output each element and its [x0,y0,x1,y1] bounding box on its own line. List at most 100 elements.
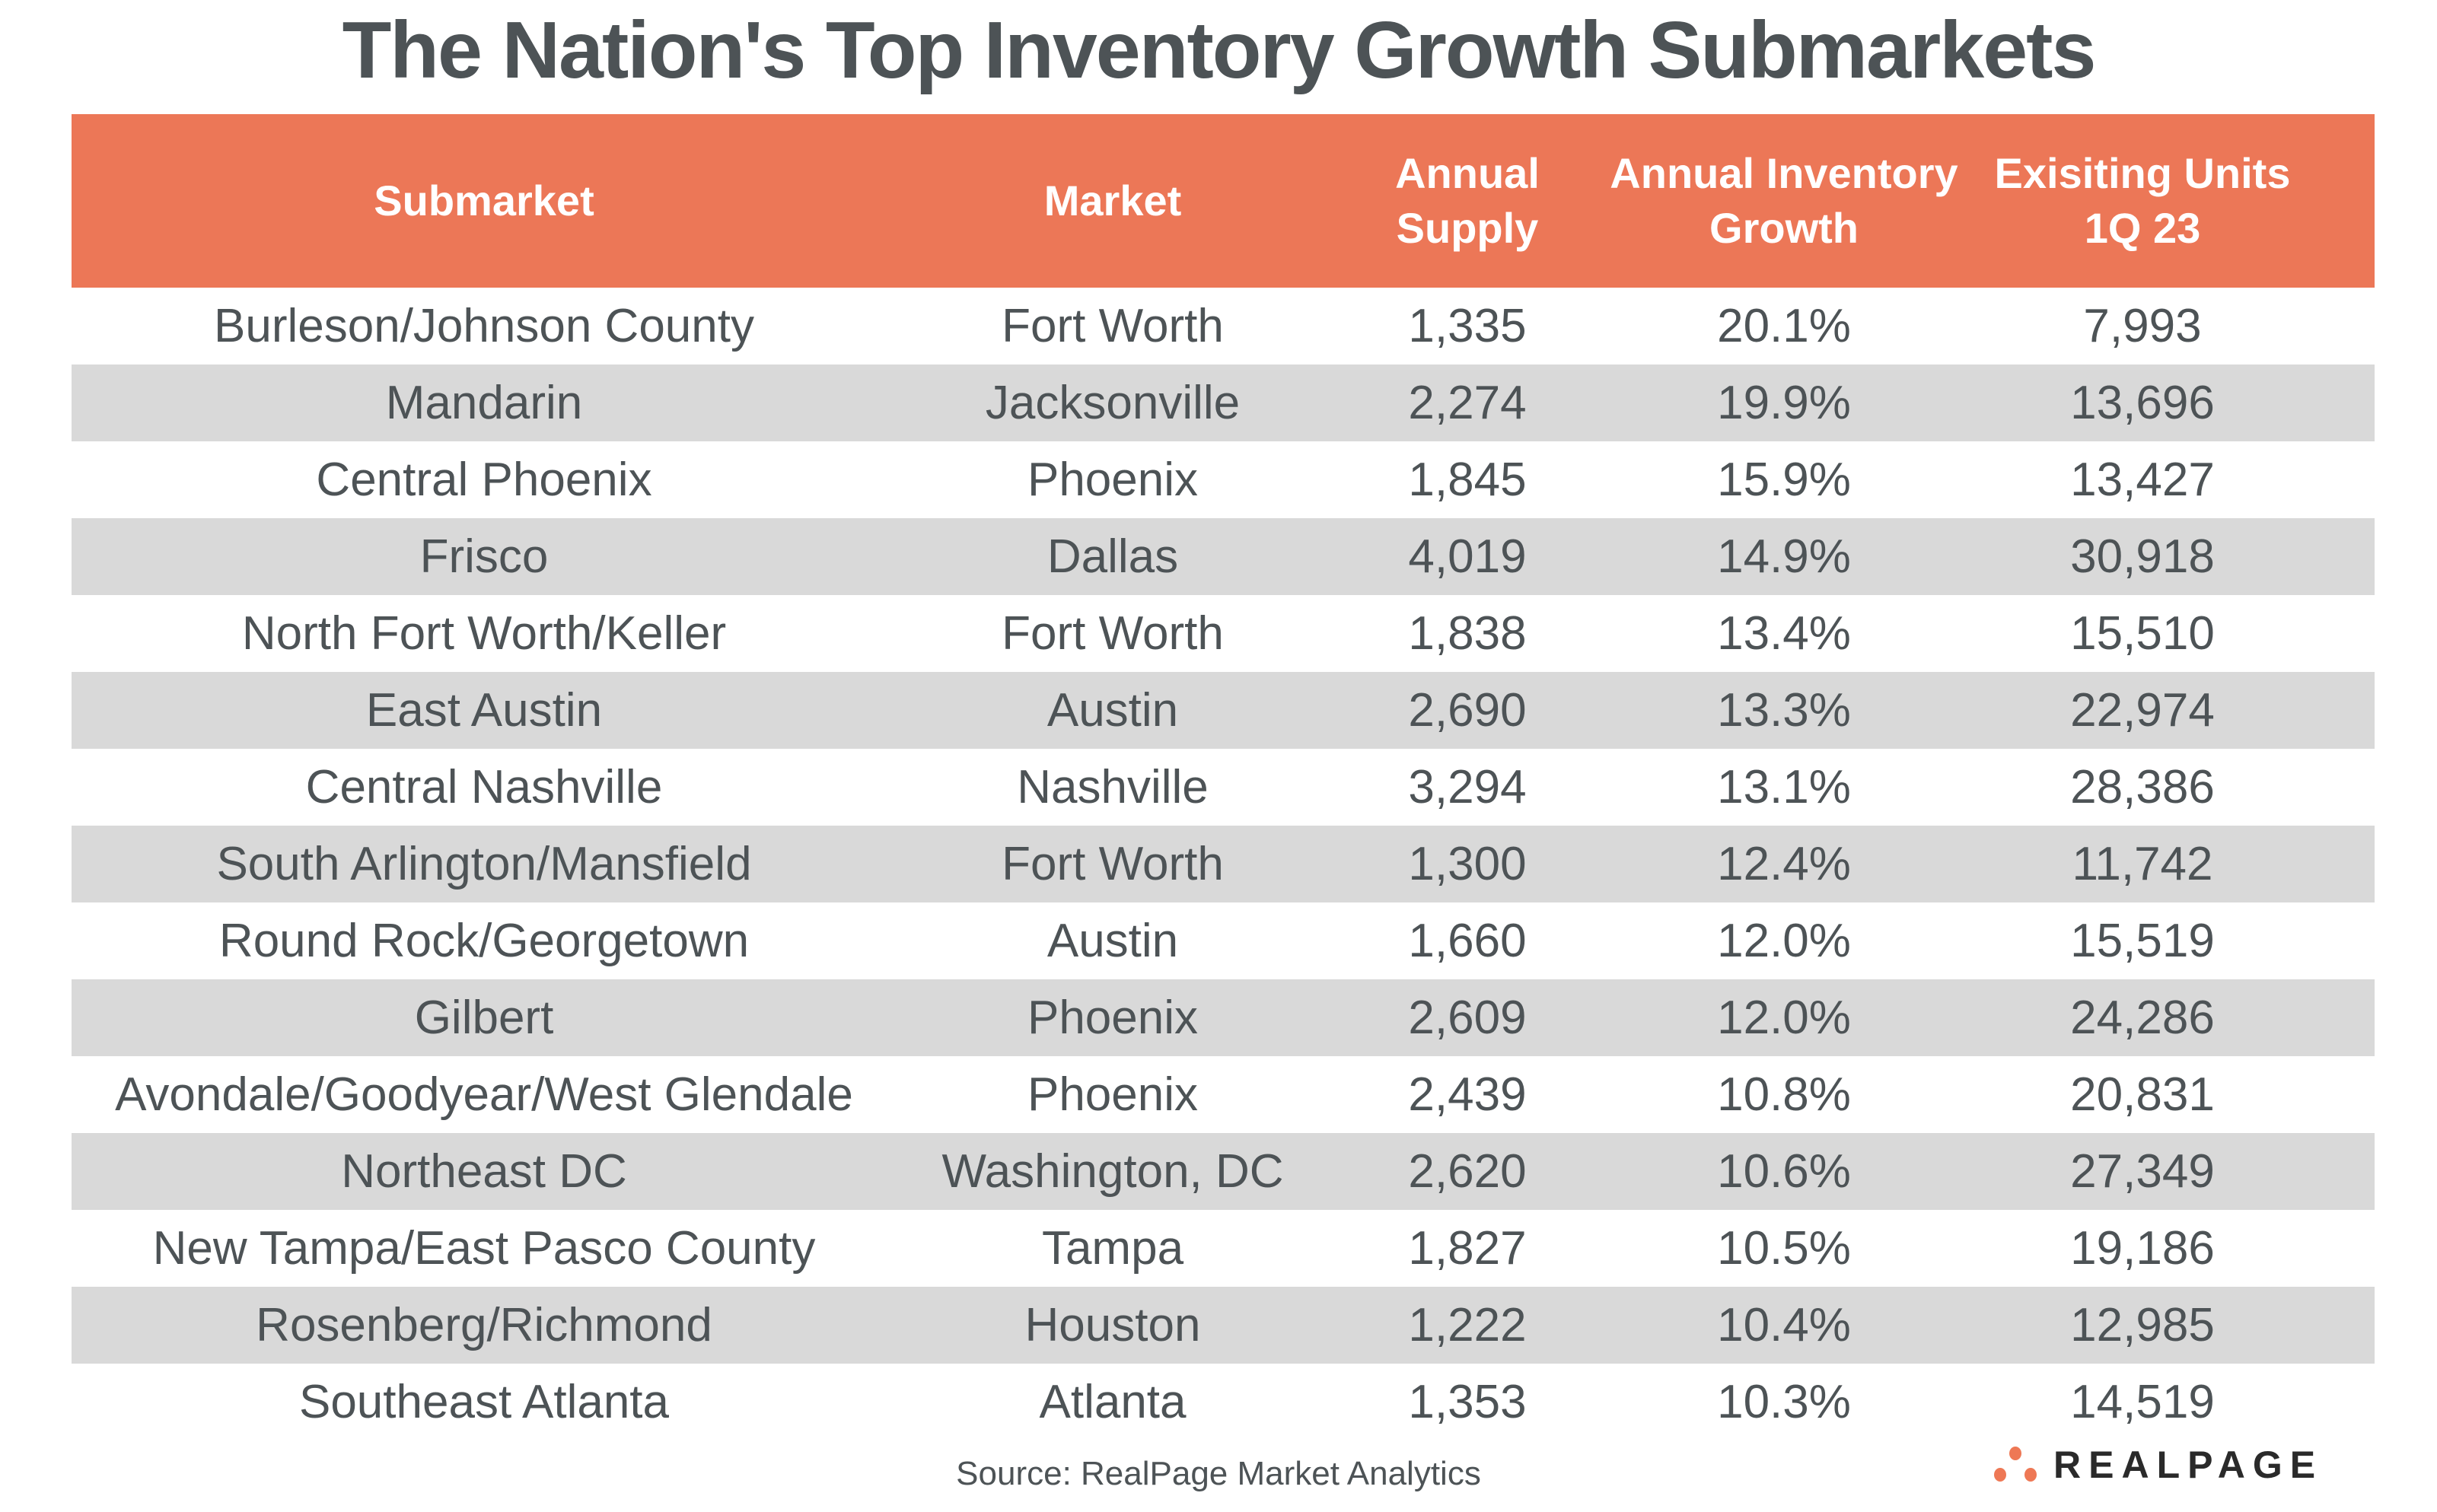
cell-annual-inventory-growth: 12.0% [1717,915,1851,967]
cell-existing-units: 24,286 [2070,992,2215,1044]
cell-submarket: Avondale/Goodyear/West Glendale [115,1068,853,1121]
cell-annual-supply: 2,690 [1408,684,1527,737]
cell-submarket: Southeast Atlanta [298,1376,670,1428]
cell-annual-supply: 1,838 [1408,607,1527,660]
cell-annual-supply: 2,609 [1408,992,1527,1044]
table-row: North Fort Worth/Keller Fort Worth 1,838 13… [72,595,2375,672]
cell-existing-units: 12,985 [2070,1299,2215,1351]
cell-annual-supply: 2,620 [1408,1145,1527,1198]
cell-market: Fort Worth [1002,838,1224,890]
cell-market: Jacksonville [985,377,1241,429]
header-existing-units: Exisiting Units 1Q 23 [1995,146,2291,256]
cell-existing-units: 20,831 [2070,1068,2215,1121]
cell-existing-units: 22,974 [2070,684,2215,737]
cell-annual-inventory-growth: 13.1% [1717,761,1851,813]
cell-annual-inventory-growth: 19.9% [1717,377,1851,429]
cell-market: Dallas [1046,530,1179,583]
cell-annual-supply: 1,353 [1408,1376,1527,1428]
cell-annual-inventory-growth: 10.5% [1717,1222,1851,1275]
submarket-table: Submarket Market Annual Supply Annual Invent… [72,114,2375,1440]
cell-annual-supply: 2,439 [1408,1068,1527,1121]
table-row: Frisco Dallas 4,019 14.9% 30,918 [72,518,2375,595]
cell-submarket: Central Phoenix [316,454,652,506]
cell-submarket: South Arlington/Mansfield [216,838,752,890]
header-line: Submarket [374,177,594,224]
cell-market: Austin [1046,915,1179,967]
cell-annual-supply: 3,294 [1408,761,1527,813]
header-market: Market [1044,173,1182,228]
table-row: South Arlington/Mansfield Fort Worth 1,300… [72,826,2375,902]
table-row: Burleson/Johnson County Fort Worth 1,335 20… [72,288,2375,364]
cell-annual-supply: 1,845 [1408,454,1527,506]
table-row: Southeast Atlanta Atlanta 1,353 10.3% 14,519 [72,1364,2375,1440]
table-body: Burleson/Johnson County Fort Worth 1,335 20… [72,288,2375,1440]
cell-submarket: Central Nashville [305,761,663,813]
logo-text: REALPAGE [2053,1444,2324,1486]
header-line: 1Q 23 [2084,204,2201,252]
header-line: Market [1043,177,1182,224]
cell-submarket: Rosenberg/Richmond [256,1299,712,1351]
header-line: Exisiting Units [1994,149,2291,197]
cell-annual-supply: 2,274 [1408,377,1527,429]
cell-existing-units: 19,186 [2070,1222,2215,1275]
table-header: Submarket Market Annual Supply Annual Invent… [72,114,2375,288]
cell-annual-inventory-growth: 10.6% [1717,1145,1851,1198]
realpage-logo: REALPAGE [1994,1442,2323,1488]
cell-annual-supply: 1,222 [1408,1299,1527,1351]
cell-submarket: Frisco [419,530,549,583]
cell-market: Austin [1046,684,1179,737]
cell-annual-inventory-growth: 12.0% [1717,992,1851,1044]
cell-annual-inventory-growth: 15.9% [1717,454,1851,506]
cell-existing-units: 15,519 [2070,915,2215,967]
cell-submarket: Burleson/Johnson County [213,300,755,352]
cell-existing-units: 28,386 [2070,761,2215,813]
cell-annual-inventory-growth: 10.8% [1717,1068,1851,1121]
cell-submarket: East Austin [365,684,603,737]
cell-existing-units: 14,519 [2070,1376,2215,1428]
cell-market: Houston [1024,1299,1201,1351]
source-note: Source: RealPage Market Analytics [956,1455,1481,1492]
cell-annual-supply: 1,660 [1408,915,1527,967]
cell-annual-supply: 4,019 [1408,530,1527,583]
cell-market: Atlanta [1039,1376,1187,1428]
header-line: Annual Inventory [1610,149,1958,197]
table-row: Avondale/Goodyear/West Glendale Phoenix 2,… [72,1056,2375,1133]
cell-market: Nashville [1017,761,1209,813]
table-row: Rosenberg/Richmond Houston 1,222 10.4% 12,98… [72,1287,2375,1364]
cell-annual-inventory-growth: 12.4% [1717,838,1851,890]
cell-submarket: Northeast DC [341,1145,627,1198]
header-line: Annual [1395,149,1540,197]
cell-annual-supply: 1,300 [1408,838,1527,890]
header-submarket: Submarket [374,173,594,228]
cell-annual-supply: 1,827 [1408,1222,1527,1275]
table-row: Mandarin Jacksonville 2,274 19.9% 13,696 [72,364,2375,441]
cell-existing-units: 15,510 [2070,607,2215,660]
cell-market: Fort Worth [1002,300,1224,352]
table-row: Central Phoenix Phoenix 1,845 15.9% 13,427 [72,441,2375,518]
cell-existing-units: 13,696 [2070,377,2215,429]
cell-annual-inventory-growth: 13.3% [1717,684,1851,737]
cell-market: Phoenix [1027,454,1199,506]
table-row: Round Rock/Georgetown Austin 1,660 12.0% 15,… [72,902,2375,979]
cell-existing-units: 13,427 [2070,454,2215,506]
table-row: Gilbert Phoenix 2,609 12.0% 24,286 [72,979,2375,1056]
cell-market: Phoenix [1027,992,1199,1044]
table-row: New Tampa/East Pasco County Tampa 1,827 10.… [72,1210,2375,1287]
cell-market: Phoenix [1027,1068,1199,1121]
table-row: East Austin Austin 2,690 13.3% 22,974 [72,672,2375,749]
header-line: Supply [1396,204,1539,252]
cell-annual-inventory-growth: 14.9% [1717,530,1851,583]
cell-market: Tampa [1041,1222,1184,1275]
cell-submarket: New Tampa/East Pasco County [152,1222,816,1275]
three-dots-logo-icon [1994,1442,2041,1488]
cell-existing-units: 11,742 [2072,838,2213,890]
cell-existing-units: 30,918 [2070,530,2215,583]
cell-annual-supply: 1,335 [1408,300,1527,352]
cell-submarket: Gilbert [414,992,554,1044]
cell-annual-inventory-growth: 10.4% [1717,1299,1851,1351]
cell-existing-units: 7,993 [2083,300,2202,352]
table-row: Central Nashville Nashville 3,294 13.1% 28,3… [72,749,2375,826]
cell-annual-inventory-growth: 20.1% [1717,300,1851,352]
table-row: Northeast DC Washington, DC 2,620 10.6% 27,3… [72,1133,2375,1210]
cell-existing-units: 27,349 [2070,1145,2215,1198]
